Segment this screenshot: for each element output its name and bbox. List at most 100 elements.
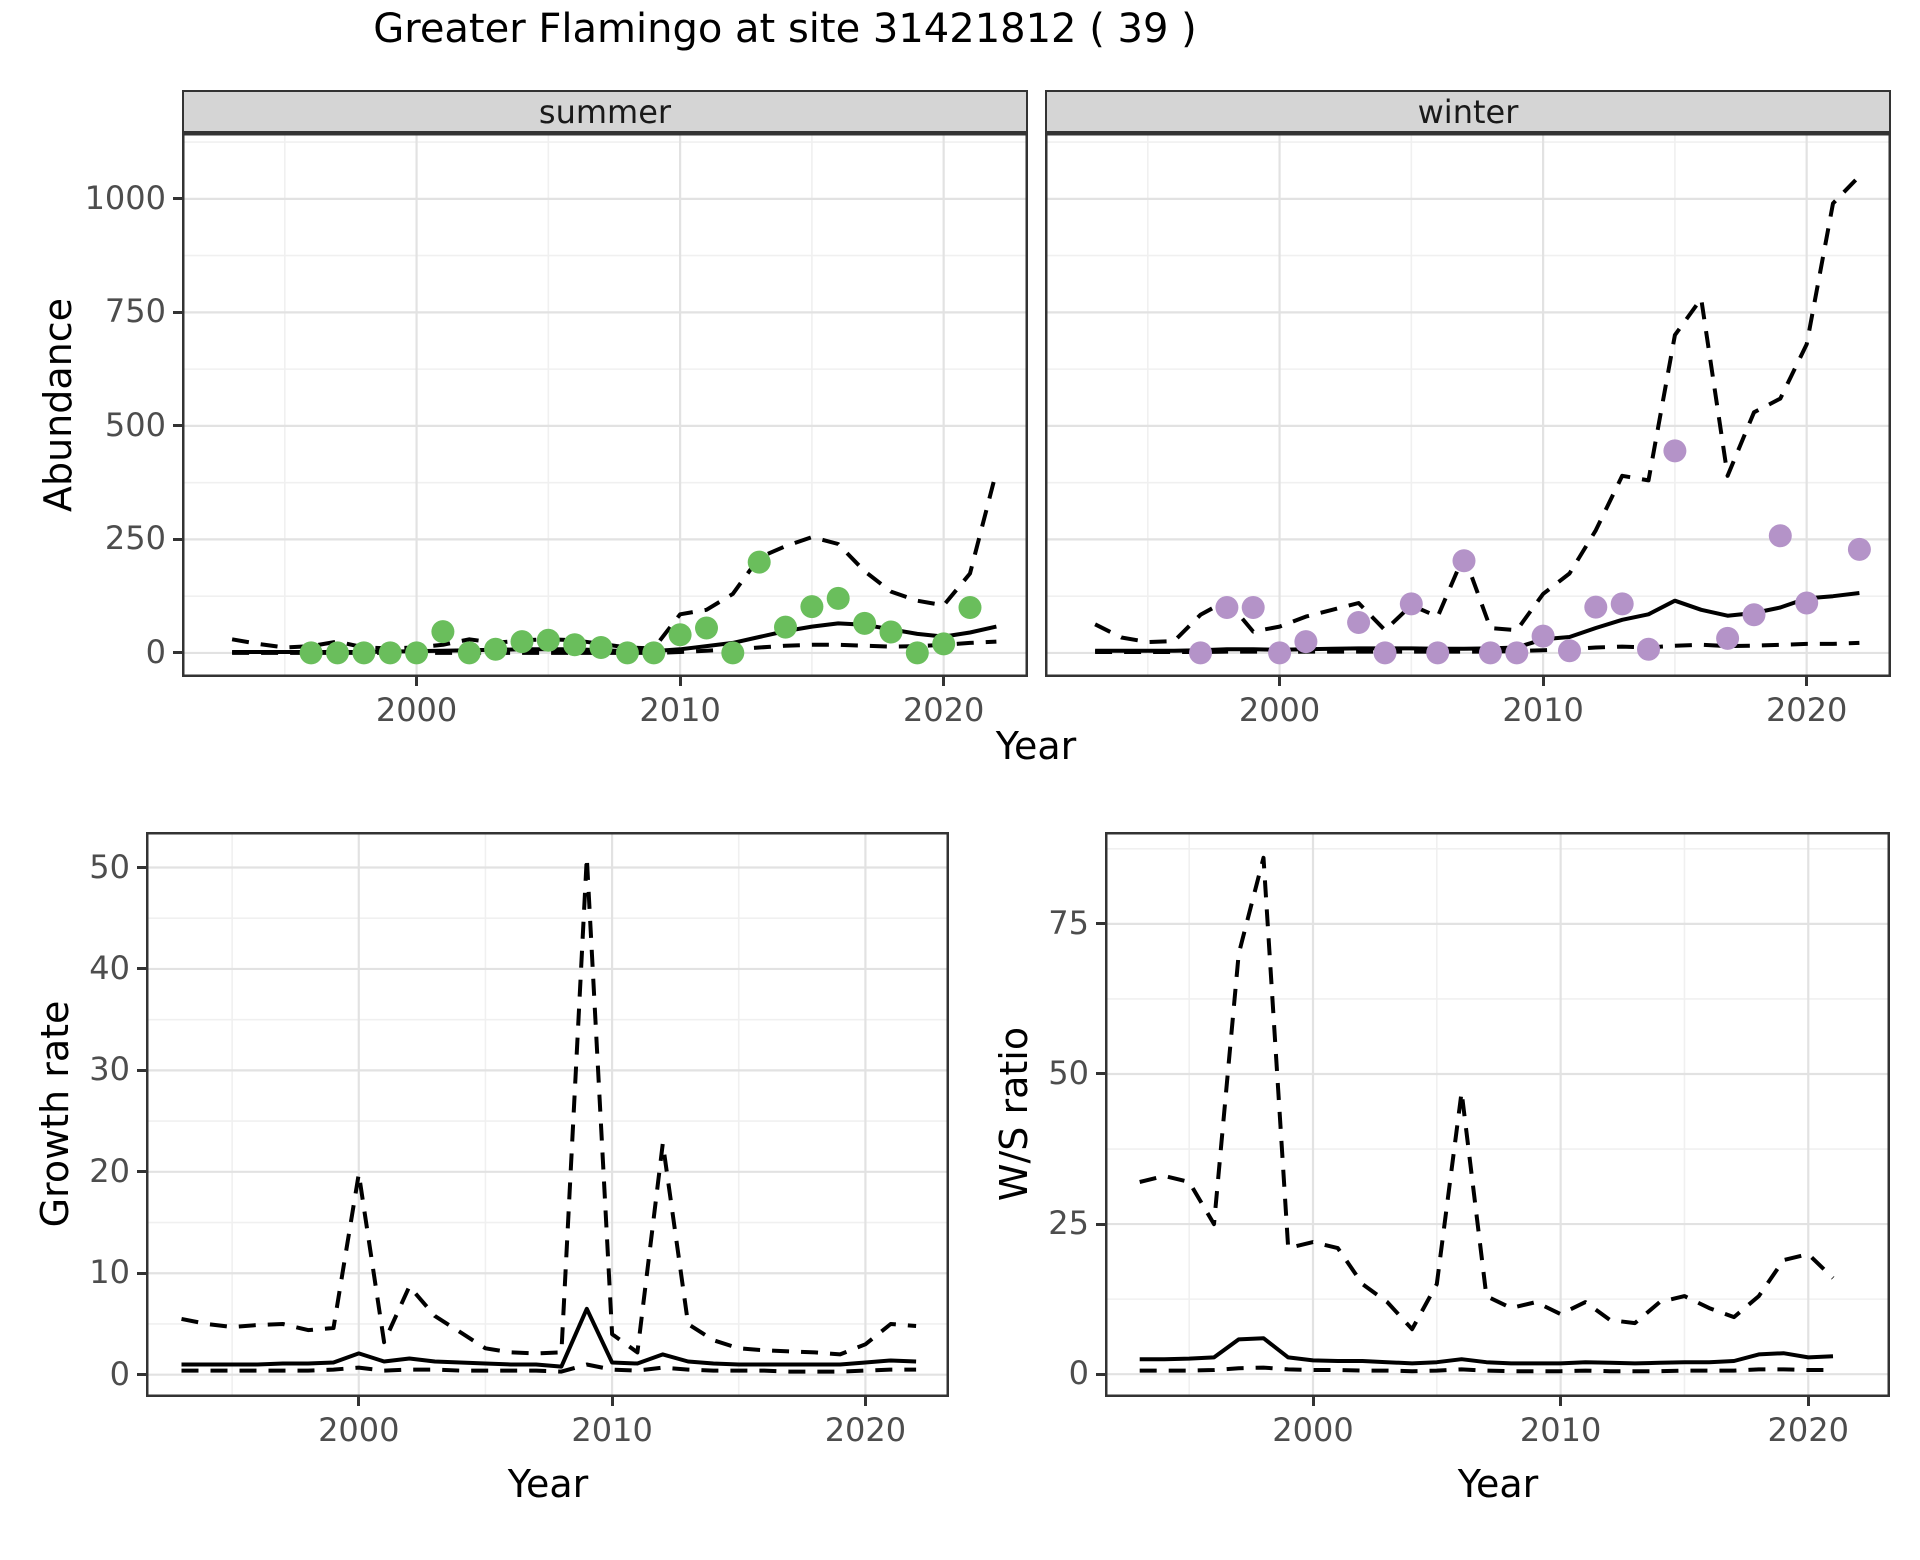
y-axis-tick-label: 50 [89, 847, 130, 886]
growth-rate-panel [146, 832, 949, 1397]
x-axis-tick [942, 677, 946, 686]
x-axis-tick-label: 2010 [1519, 1411, 1602, 1449]
panel-border [182, 133, 1028, 677]
y-axis-tick-label: 50 [1048, 1053, 1089, 1092]
panel-border [146, 832, 949, 1397]
x-axis-tick-label: 2000 [375, 691, 458, 729]
data-point [1531, 624, 1555, 648]
data-point [615, 641, 639, 665]
data-point [1426, 641, 1450, 665]
data-point [1478, 641, 1502, 665]
lower-ci-line [1139, 1365, 1833, 1374]
ws-ratio-x-axis-title: Year [1457, 1462, 1539, 1506]
x-axis-tick-label: 2020 [902, 691, 985, 729]
data-point [1610, 592, 1634, 616]
abundance-winter-panel [1045, 133, 1891, 677]
data-point [1847, 537, 1871, 561]
data-point [1373, 641, 1397, 665]
growth-rate-x-axis-title: Year [507, 1462, 589, 1506]
y-axis-tick-label: 30 [89, 1050, 130, 1089]
x-axis-tick [610, 1397, 614, 1406]
data-point [352, 641, 376, 665]
data-point [1742, 603, 1766, 627]
data-point [1505, 641, 1529, 665]
data-point [484, 637, 508, 661]
data-point [1558, 639, 1581, 663]
data-point [1768, 524, 1792, 548]
data-point [1637, 637, 1660, 661]
y-axis-tick-label: 500 [104, 405, 166, 444]
y-axis-tick-label: 25 [1048, 1204, 1089, 1243]
x-axis-tick-label: 2020 [1767, 1411, 1849, 1449]
x-axis-tick [1559, 1397, 1563, 1406]
y-axis-tick [137, 967, 146, 971]
fit-line [1139, 1336, 1834, 1366]
y-axis-tick [173, 537, 182, 541]
data-point [1795, 591, 1819, 615]
facet-strip-summer: summer [182, 90, 1028, 133]
fit-line [1095, 591, 1860, 653]
figure-title: Greater Flamingo at site 31421812 ( 39 ) [373, 6, 1197, 52]
data-point [826, 586, 850, 610]
data-point [405, 641, 429, 665]
data-point [800, 595, 824, 619]
panel-border [1105, 832, 1890, 1397]
data-point [1663, 439, 1687, 463]
facet-strip-winter: winter [1045, 90, 1891, 133]
data-point [1268, 641, 1292, 665]
y-axis-tick [173, 197, 182, 201]
data-point [1399, 592, 1423, 616]
data-point [721, 641, 745, 665]
x-axis-tick-label: 2000 [1272, 1411, 1354, 1449]
x-axis-tick [415, 677, 419, 686]
lower-ci-line [181, 1362, 917, 1374]
facet-strip-summer-label: summer [538, 92, 672, 131]
upper-ci-line [1139, 855, 1835, 1332]
facet-strip-winter-label: winter [1417, 92, 1519, 131]
data-point [932, 632, 956, 656]
x-axis-tick [1311, 1397, 1315, 1406]
y-axis-tick-label: 75 [1048, 903, 1089, 942]
upper-ci-line [231, 470, 999, 651]
data-point [1215, 596, 1239, 619]
growth-rate-y-axis-title: Growth rate [33, 1000, 77, 1228]
lower-ci-line [1095, 640, 1860, 654]
data-point [879, 620, 903, 644]
y-axis-tick-label: 250 [104, 519, 166, 558]
data-point [695, 616, 718, 640]
data-point [326, 641, 349, 665]
data-point [299, 641, 323, 665]
y-axis-tick [1096, 1222, 1105, 1226]
y-axis-tick-label: 0 [145, 632, 166, 671]
x-axis-tick-label: 2000 [1238, 691, 1321, 729]
data-point [1189, 641, 1212, 665]
ws-ratio-panel [1105, 832, 1890, 1397]
y-axis-tick-label: 750 [104, 292, 166, 331]
x-axis-tick-label: 2000 [318, 1411, 400, 1449]
data-point [589, 636, 613, 659]
data-point [642, 641, 666, 665]
y-axis-tick-label: 10 [89, 1253, 130, 1292]
y-axis-tick [137, 1373, 146, 1377]
x-axis-tick-label: 2010 [1502, 691, 1584, 729]
x-axis-tick [357, 1397, 361, 1406]
y-axis-tick [173, 651, 182, 655]
upper-ci-line [1094, 174, 1861, 644]
data-point [378, 641, 402, 665]
y-axis-tick [173, 424, 182, 428]
y-axis-tick [137, 1170, 146, 1174]
y-axis-tick [137, 866, 146, 869]
data-point [853, 611, 877, 635]
data-point [1584, 595, 1608, 619]
data-point [431, 620, 455, 644]
data-point [1241, 596, 1265, 619]
y-axis-tick [1096, 1072, 1105, 1076]
y-axis-tick [137, 1068, 146, 1072]
x-axis-tick [678, 677, 682, 686]
data-point [1347, 611, 1371, 634]
abundance-summer-panel [182, 133, 1028, 677]
y-axis-tick-label: 1000 [84, 178, 166, 217]
data-point [668, 623, 692, 647]
y-axis-tick-label: 40 [89, 948, 130, 987]
